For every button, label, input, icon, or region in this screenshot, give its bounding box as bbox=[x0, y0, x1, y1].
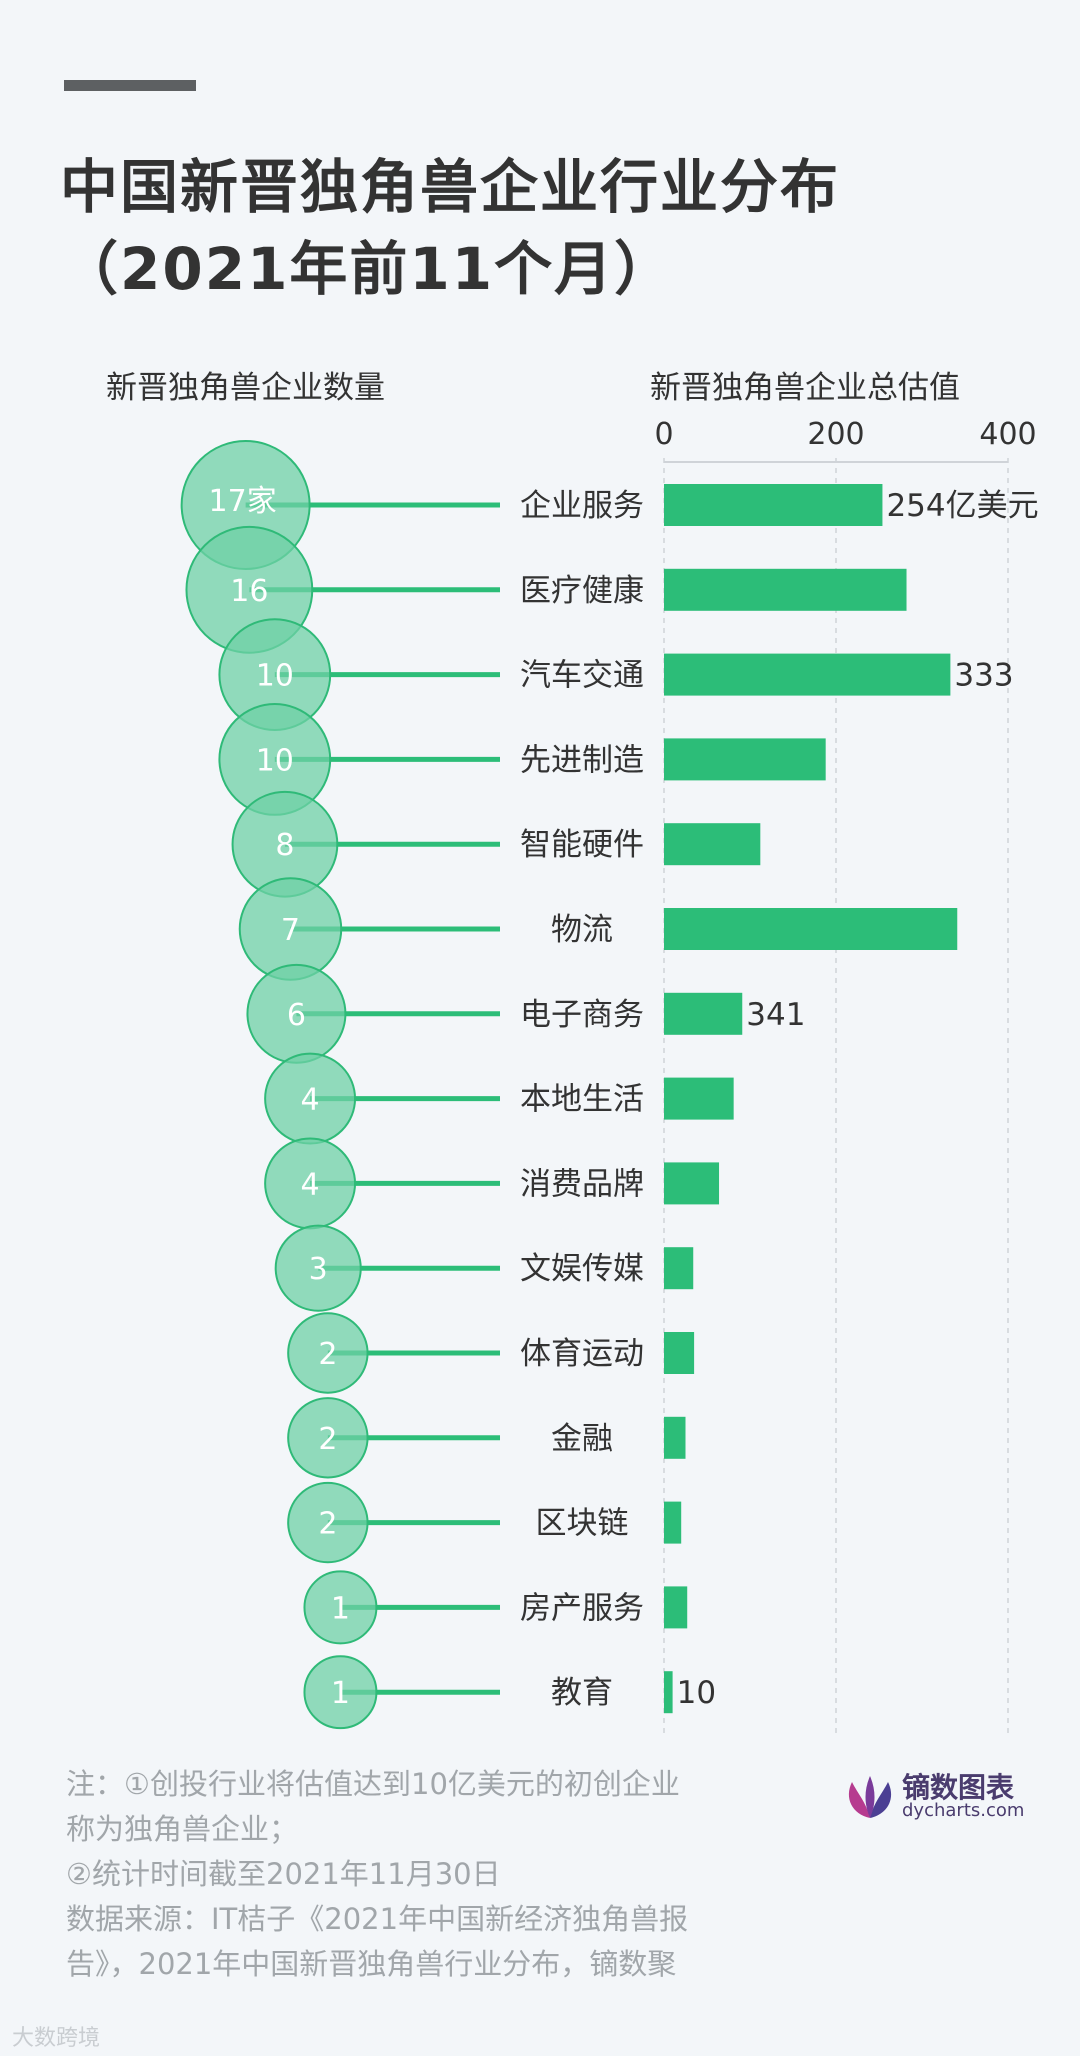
count-bubble bbox=[287, 1397, 369, 1479]
count-label: 1 bbox=[331, 1591, 350, 1626]
value-bar bbox=[664, 1332, 695, 1374]
title-accent-bar bbox=[64, 80, 196, 91]
count-bubble bbox=[287, 1312, 369, 1394]
footnotes: 注：①创投行业将估值达到10亿美元的初创企业 称为独角兽企业； ②统计时间截至2… bbox=[66, 1762, 786, 1987]
chart-subtitle: （2021年前11个月） bbox=[60, 235, 675, 303]
dycharts-logo: 镝数图表 dycharts.com bbox=[842, 1766, 1042, 1826]
count-label: 4 bbox=[301, 1167, 320, 1202]
value-bar bbox=[664, 992, 743, 1035]
category-label: 教育 bbox=[551, 1675, 613, 1711]
category-label: 医疗健康 bbox=[520, 573, 644, 609]
value-bar bbox=[664, 1416, 686, 1459]
value-label: 333 bbox=[954, 658, 1013, 694]
value-bar bbox=[664, 484, 883, 526]
count-label: 10 bbox=[256, 659, 294, 694]
footnote-line: ②统计时间截至2021年11月30日 bbox=[66, 1857, 501, 1891]
count-bubble bbox=[303, 1655, 378, 1730]
category-label: 汽车交通 bbox=[520, 658, 644, 694]
category-label: 先进制造 bbox=[520, 742, 644, 778]
count-label: 4 bbox=[301, 1083, 320, 1118]
category-label: 房产服务 bbox=[520, 1590, 644, 1626]
category-label: 电子商务 bbox=[520, 997, 644, 1033]
count-bubble bbox=[274, 1224, 362, 1312]
category-label: 本地生活 bbox=[520, 1082, 644, 1118]
value-bar bbox=[664, 1501, 682, 1544]
value-bar bbox=[664, 823, 761, 866]
count-label: 2 bbox=[318, 1422, 337, 1457]
value-bar bbox=[664, 1247, 694, 1290]
value-label: 254亿美元 bbox=[886, 488, 1038, 524]
category-label: 智能硬件 bbox=[520, 827, 644, 863]
category-label: 体育运动 bbox=[520, 1336, 644, 1372]
butterfly-logo-icon bbox=[848, 1776, 892, 1818]
value-bar bbox=[664, 1162, 720, 1205]
count-label: 1 bbox=[331, 1676, 350, 1711]
x-tick-label: 0 bbox=[654, 417, 673, 452]
category-label: 文娱传媒 bbox=[520, 1251, 644, 1287]
value-bar bbox=[664, 1586, 688, 1629]
count-label: 17家 bbox=[209, 484, 277, 519]
count-label: 16 bbox=[230, 574, 268, 609]
count-label: 7 bbox=[281, 913, 300, 948]
logo-name: 镝数图表 bbox=[902, 1771, 1015, 1804]
footnote-line: 数据来源：IT桔子《2021年中国新经济独角兽报 bbox=[66, 1902, 689, 1936]
watermark: 大数跨境 bbox=[12, 2026, 101, 2051]
value-bar bbox=[664, 908, 958, 950]
category-label: 企业服务 bbox=[520, 488, 644, 524]
count-label: 6 bbox=[287, 998, 306, 1033]
left-column-heading: 新晋独角兽企业数量 bbox=[106, 370, 385, 406]
right-column-heading: 新晋独角兽企业总估值 bbox=[650, 370, 960, 406]
count-bubble bbox=[303, 1570, 378, 1645]
footnote-line: 称为独角兽企业； bbox=[66, 1812, 299, 1846]
value-bar bbox=[664, 1077, 734, 1120]
value-label: 341 bbox=[746, 997, 805, 1033]
value-bar bbox=[664, 653, 951, 696]
category-label: 区块链 bbox=[536, 1506, 629, 1542]
count-label: 2 bbox=[318, 1337, 337, 1372]
count-bubble bbox=[287, 1481, 369, 1564]
value-bar bbox=[664, 1671, 673, 1714]
value-label: 10 bbox=[677, 1675, 716, 1711]
count-label: 10 bbox=[256, 743, 294, 778]
count-label: 2 bbox=[318, 1507, 337, 1542]
value-bar bbox=[664, 568, 907, 611]
footnote-line: 告》，2021年中国新晋独角兽行业分布，镝数聚 bbox=[66, 1947, 677, 1981]
count-label: 3 bbox=[309, 1252, 328, 1287]
logo-url: dycharts.com bbox=[902, 1800, 1025, 1821]
footnote-line: 注：①创投行业将估值达到10亿美元的初创企业 bbox=[66, 1767, 680, 1801]
category-label: 金融 bbox=[551, 1421, 613, 1457]
count-label: 8 bbox=[275, 828, 294, 863]
chart-title: 中国新晋独角兽企业行业分布 bbox=[60, 153, 841, 221]
category-label: 物流 bbox=[551, 912, 613, 948]
x-tick-label: 400 bbox=[979, 417, 1036, 452]
value-bar bbox=[664, 738, 826, 781]
category-label: 消费品牌 bbox=[520, 1166, 644, 1202]
x-tick-label: 200 bbox=[807, 417, 864, 452]
